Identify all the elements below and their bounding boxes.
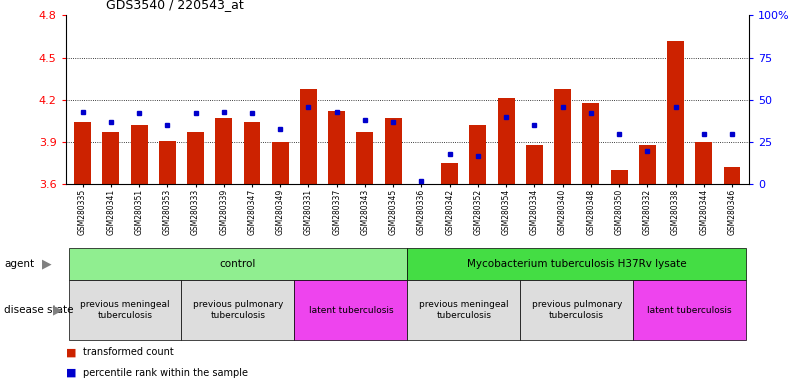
Bar	[244, 122, 260, 184]
Bar	[695, 142, 712, 184]
Bar	[554, 89, 571, 184]
Text: previous pulmonary
tuberculosis: previous pulmonary tuberculosis	[193, 300, 283, 320]
Bar	[300, 89, 317, 184]
Bar	[384, 118, 401, 184]
Bar	[328, 111, 345, 184]
Bar	[497, 98, 514, 184]
Bar	[441, 163, 458, 184]
Text: previous meningeal
tuberculosis: previous meningeal tuberculosis	[80, 300, 170, 320]
Bar	[667, 41, 684, 184]
Bar	[356, 132, 373, 184]
Text: latent tuberculosis: latent tuberculosis	[308, 306, 393, 314]
Text: Mycobacterium tuberculosis H37Rv lysate: Mycobacterium tuberculosis H37Rv lysate	[467, 259, 686, 269]
Text: previous meningeal
tuberculosis: previous meningeal tuberculosis	[419, 300, 509, 320]
Text: ■: ■	[66, 368, 76, 378]
Text: ▶: ▶	[42, 258, 51, 270]
Text: control: control	[219, 259, 256, 269]
Bar	[723, 167, 740, 184]
Text: latent tuberculosis: latent tuberculosis	[647, 306, 732, 314]
Bar	[639, 145, 656, 184]
Bar	[526, 145, 543, 184]
Bar	[159, 141, 175, 184]
Text: transformed count: transformed count	[83, 347, 174, 357]
Bar	[215, 118, 232, 184]
Bar	[74, 122, 91, 184]
Bar	[187, 132, 204, 184]
Text: ▶: ▶	[53, 304, 62, 316]
Bar	[469, 125, 486, 184]
Text: percentile rank within the sample: percentile rank within the sample	[83, 368, 248, 378]
Bar	[272, 142, 288, 184]
Text: GDS3540 / 220543_at: GDS3540 / 220543_at	[106, 0, 244, 12]
Text: disease state: disease state	[4, 305, 74, 315]
Bar	[582, 103, 599, 184]
Text: ■: ■	[66, 347, 76, 357]
Text: agent: agent	[4, 259, 34, 269]
Text: previous pulmonary
tuberculosis: previous pulmonary tuberculosis	[532, 300, 622, 320]
Bar	[103, 132, 119, 184]
Bar	[610, 170, 627, 184]
Bar	[131, 125, 147, 184]
